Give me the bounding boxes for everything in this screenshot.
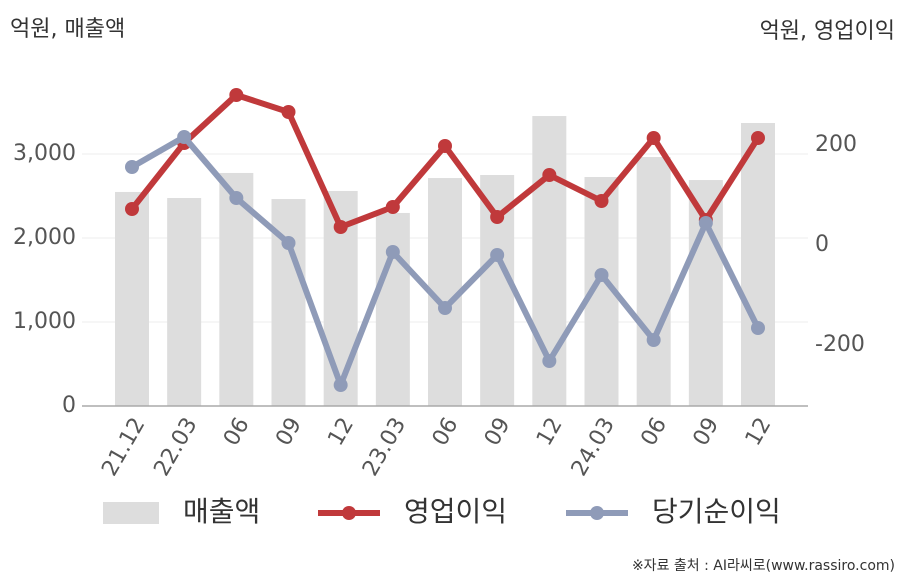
line-marker bbox=[751, 321, 765, 335]
line-marker bbox=[177, 130, 192, 144]
line-marker bbox=[229, 191, 244, 205]
bar bbox=[375, 212, 410, 406]
line-marker bbox=[490, 210, 505, 224]
x-tick-label: 06 bbox=[428, 414, 464, 451]
x-tick-label: 12 bbox=[323, 414, 359, 451]
x-tick-label: 21.12 bbox=[97, 414, 150, 481]
line-marker bbox=[385, 245, 400, 259]
line-marker bbox=[594, 194, 609, 208]
line-marker bbox=[281, 105, 296, 119]
y-tick-label: 1,000 bbox=[13, 309, 76, 334]
x-tick-label: 09 bbox=[480, 413, 516, 450]
x-tick-label: 23.03 bbox=[358, 414, 411, 481]
line-marker bbox=[646, 131, 661, 145]
legend-swatch bbox=[103, 502, 159, 524]
line-marker bbox=[751, 131, 765, 145]
x-tick-label: 06 bbox=[636, 414, 672, 451]
line-marker bbox=[333, 378, 348, 392]
y2-tick-label: 200 bbox=[815, 132, 857, 157]
line-marker bbox=[490, 248, 505, 262]
x-tick-label: 09 bbox=[689, 414, 725, 451]
line-marker bbox=[229, 88, 244, 102]
x-tick-label: 24.03 bbox=[567, 414, 620, 481]
y-tick-label: 2,000 bbox=[13, 225, 76, 250]
y-tick-label: 3,000 bbox=[13, 141, 76, 166]
bar bbox=[167, 198, 202, 406]
x-tick-label: 12 bbox=[532, 414, 568, 451]
bar bbox=[115, 191, 149, 406]
y-axis-unit: 억원, 매출액 bbox=[10, 17, 125, 42]
line-marker bbox=[385, 200, 400, 214]
legend-label: 영업이익 bbox=[404, 495, 507, 528]
line-marker bbox=[281, 236, 296, 250]
line-marker bbox=[438, 139, 452, 153]
x-tick-label: 09 bbox=[271, 414, 307, 451]
line-marker bbox=[698, 216, 713, 230]
line-marker bbox=[542, 168, 557, 182]
line-marker bbox=[333, 220, 348, 234]
line-marker bbox=[438, 301, 452, 315]
y2-tick-label: -200 bbox=[815, 332, 865, 357]
bar bbox=[636, 157, 671, 406]
line-marker bbox=[542, 354, 557, 368]
y2-axis-unit: 억원, 영업이익 bbox=[760, 19, 895, 44]
bar bbox=[741, 123, 775, 406]
x-tick-label: 22.03 bbox=[149, 414, 202, 481]
line-marker bbox=[594, 268, 609, 282]
x-tick-label: 12 bbox=[741, 414, 777, 451]
legend-label: 매출액 bbox=[183, 495, 260, 528]
x-tick-label: 06 bbox=[219, 414, 255, 451]
line-marker bbox=[125, 160, 139, 174]
line-marker bbox=[125, 202, 139, 216]
y-tick-label: 0 bbox=[62, 393, 76, 418]
legend-swatch-marker bbox=[590, 506, 604, 520]
bar bbox=[219, 172, 254, 406]
legend-label: 당기순이익 bbox=[652, 495, 781, 528]
legend-swatch-marker bbox=[342, 506, 356, 520]
line-marker bbox=[646, 333, 661, 347]
source-note: ※자료 출처 : AI라씨로(www.rassiro.com) bbox=[632, 558, 895, 574]
y2-tick-label: 0 bbox=[815, 232, 829, 257]
